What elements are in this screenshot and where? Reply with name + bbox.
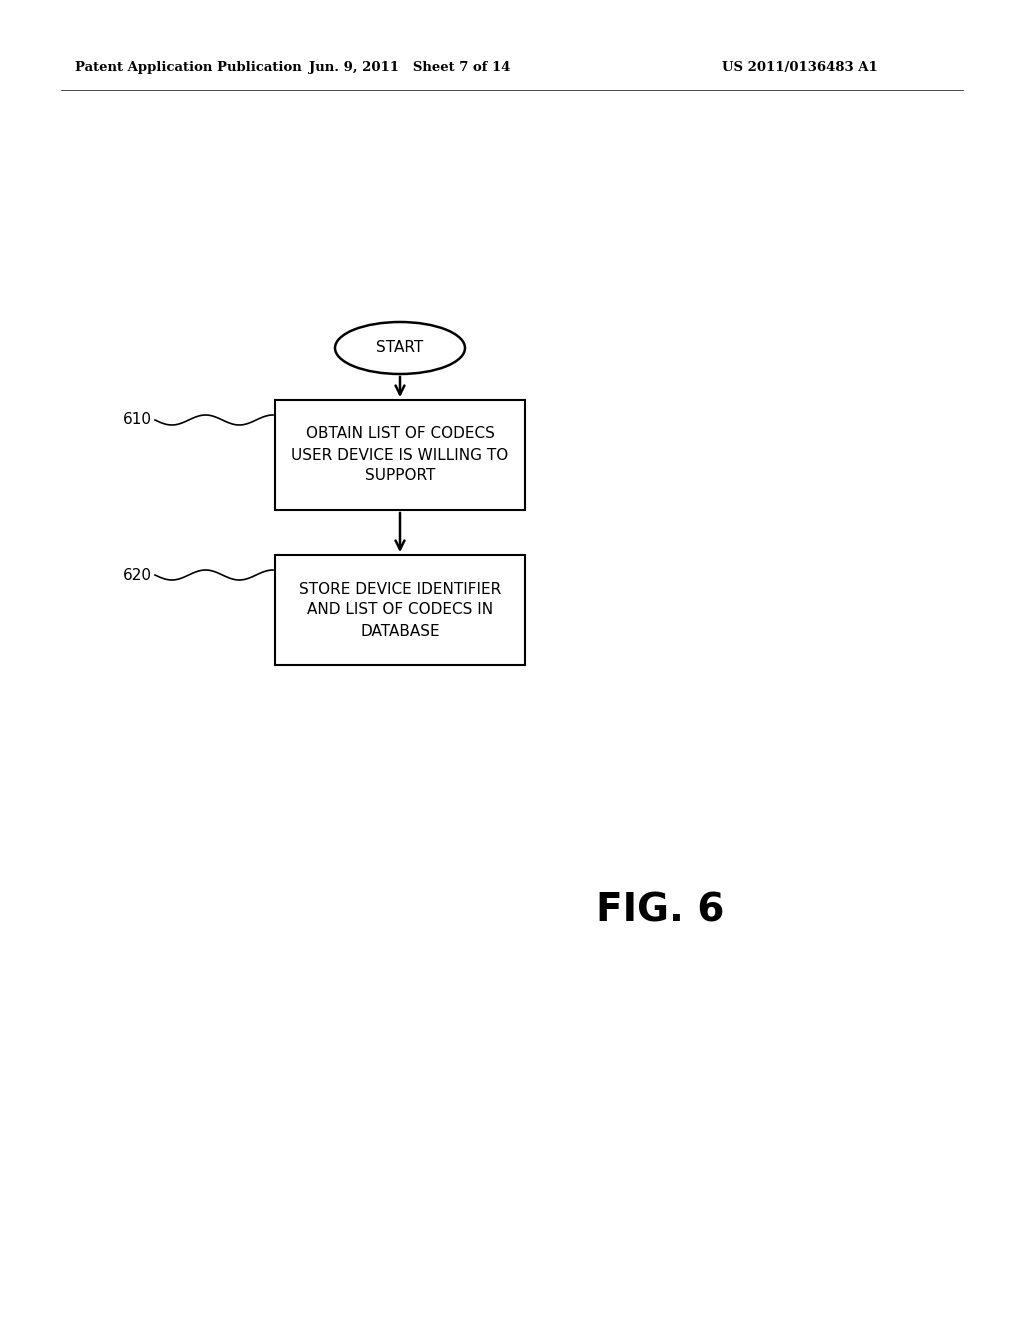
Text: FIG. 6: FIG. 6 xyxy=(596,891,724,929)
Bar xyxy=(275,400,525,510)
Text: 620: 620 xyxy=(123,568,152,582)
Text: Patent Application Publication: Patent Application Publication xyxy=(75,62,302,74)
Text: Jun. 9, 2011   Sheet 7 of 14: Jun. 9, 2011 Sheet 7 of 14 xyxy=(309,62,511,74)
Text: STORE DEVICE IDENTIFIER
AND LIST OF CODECS IN
DATABASE: STORE DEVICE IDENTIFIER AND LIST OF CODE… xyxy=(299,582,501,639)
Bar xyxy=(275,554,525,665)
Text: 610: 610 xyxy=(123,412,152,428)
Text: US 2011/0136483 A1: US 2011/0136483 A1 xyxy=(722,62,878,74)
Text: START: START xyxy=(377,341,424,355)
Text: OBTAIN LIST OF CODECS
USER DEVICE IS WILLING TO
SUPPORT: OBTAIN LIST OF CODECS USER DEVICE IS WIL… xyxy=(292,426,509,483)
